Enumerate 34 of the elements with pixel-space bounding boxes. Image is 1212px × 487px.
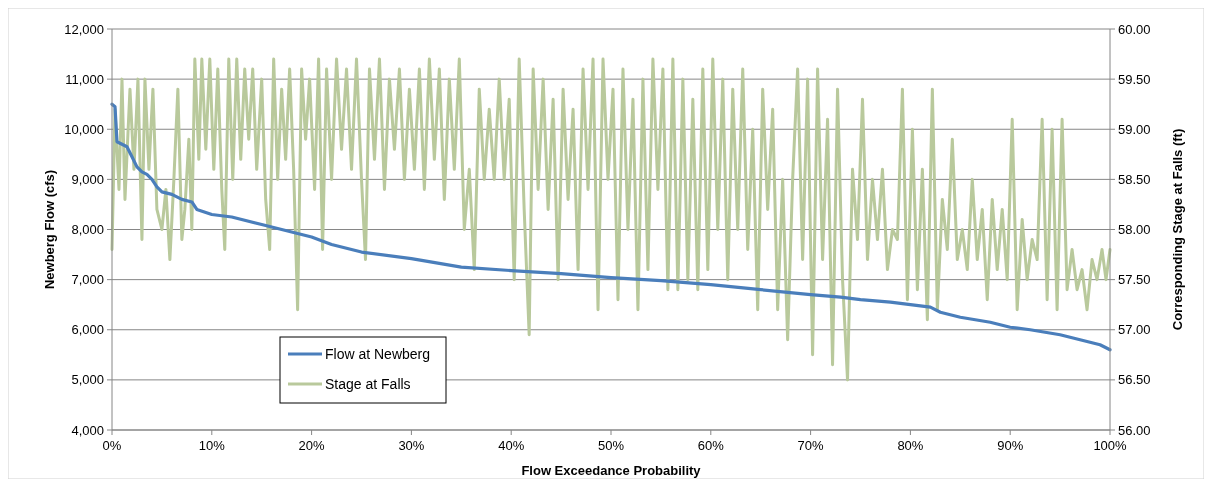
x-tick-label: 60% [697,438,725,453]
y2-tick-label: 56.00 [1118,422,1151,438]
x-tick-label: 30% [398,438,425,453]
y2-tick-label: 58.50 [1118,171,1151,187]
y-tick-label: 7,000 [71,272,104,288]
x-tick-label: 80% [897,438,924,453]
y-tick-label: 8,000 [71,222,104,237]
y2-tick-label: 57.50 [1118,272,1151,288]
x-tick-label: 0% [102,438,122,453]
y2-tick-label: 57.00 [1118,322,1151,338]
y-tick-label: 12,000 [64,21,104,37]
y2-tick-label: 59.00 [1118,121,1151,137]
x-tick-label: 40% [498,438,525,453]
y2-tick-label: 58.00 [1118,222,1151,237]
legend-label: Flow at Newberg [325,346,431,362]
y2-axis-title: Corresponding Stage at Falls (ft) [1170,128,1185,331]
y-axis-title: Newberg Flow (cfs) [42,169,57,290]
y-tick-label: 10,000 [64,121,104,137]
y-tick-label: 4,000 [71,422,104,438]
x-axis-title: Flow Exceedance Probability [521,463,702,478]
y2-tick-label: 59.50 [1118,71,1151,87]
y-tick-label: 11,000 [65,71,104,87]
y-tick-label: 6,000 [71,322,104,338]
y2-tick-label: 56.50 [1118,372,1151,388]
x-tick-label: 90% [997,438,1024,453]
x-tick-label: 10% [198,438,226,453]
x-tick-label: 50% [597,438,625,453]
y2-tick-label: 60.00 [1118,21,1151,37]
legend-label: Stage at Falls [325,376,411,392]
x-tick-label: 70% [797,438,825,453]
x-tick-label: 20% [298,438,326,453]
y-tick-label: 5,000 [71,372,104,388]
x-tick-label: 100% [1093,438,1128,453]
y-tick-label: 9,000 [71,171,104,187]
